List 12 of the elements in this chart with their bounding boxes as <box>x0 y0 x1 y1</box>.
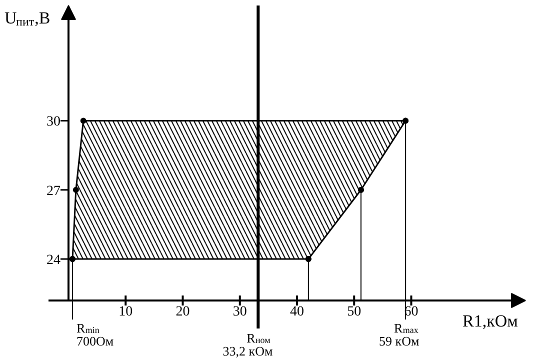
ref-line-label: Rном 33,2 кОм <box>222 330 273 358</box>
annotation: Rmax 59 кОм <box>379 320 420 348</box>
x-tick-label: 30 <box>232 304 247 320</box>
x-tick-label: 20 <box>176 304 190 320</box>
y-tick-label: 27 <box>46 184 60 199</box>
x-tick-label: 50 <box>347 304 362 320</box>
y-tick-label: 30 <box>46 114 60 130</box>
x-tick-label: 10 <box>118 304 133 320</box>
y-tick-label: 24 <box>46 253 60 268</box>
x-axis-title: R1,кОм <box>462 312 518 330</box>
x-tick-label: 40 <box>290 304 304 320</box>
annotation: Rmin 700Ом <box>76 320 114 348</box>
